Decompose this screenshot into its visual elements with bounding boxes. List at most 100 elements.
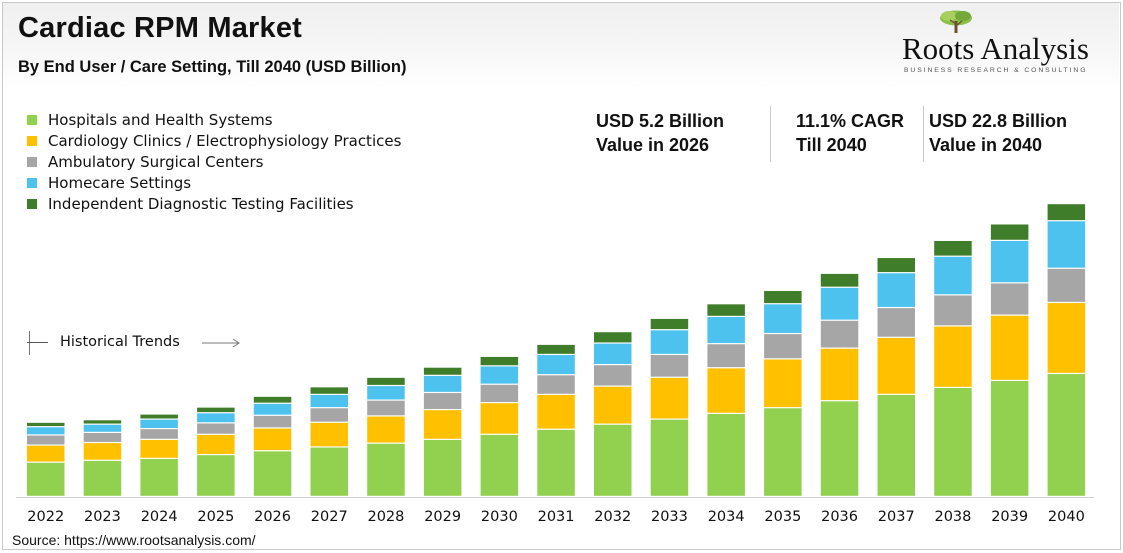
legend-item-independent-diagnostic: Independent Diagnostic Testing Facilitie… [27,193,401,214]
bar-segment-2031-s2 [537,375,575,394]
bar-segment-2028-s4 [367,377,405,385]
bar-segment-2023-s4 [83,420,122,424]
bar-segment-2037-s1 [877,337,915,394]
stat-caption: Till 2040 [796,135,867,155]
chart-legend: Hospitals and Health Systems Cardiology … [27,110,401,214]
legend-item-ambulatory-surgical: Ambulatory Surgical Centers [27,152,401,173]
legend-label: Cardiology Clinics / Electrophysiology P… [48,132,402,151]
x-tick-label: 2030 [481,509,518,525]
x-tick-label: 2025 [197,509,234,525]
bar-segment-2033-s1 [650,377,689,419]
chart-title: Cardiac RPM Market [18,12,303,44]
chart-subtitle: By End User / Care Setting, Till 2040 (U… [18,58,407,76]
logo-tagline: BUSINESS RESEARCH & CONSULTING [904,67,1088,74]
bar-segment-2036-s1 [820,348,859,401]
bar-segment-2023-s2 [83,432,122,442]
x-tick-label: 2029 [424,509,461,525]
bar-segment-2031-s0 [537,429,575,496]
bar-segment-2029-s4 [423,367,462,375]
bar-segment-2039-s0 [990,381,1029,496]
bar-segment-2026-s2 [253,415,292,428]
bar-segment-2036-s3 [820,287,859,320]
logo-text: Roots Analysis [902,31,1089,66]
bar-segment-2024-s0 [140,458,178,496]
x-tick-label: 2024 [141,509,178,525]
legend-label: Ambulatory Surgical Centers [48,152,264,171]
stat-value: USD 22.8 Billion [929,111,1068,131]
bar-segment-2039-s4 [990,224,1029,240]
bar-segment-2032-s2 [594,365,632,386]
bar-segment-2026-s1 [253,428,292,451]
historical-line [27,342,48,343]
stat-value: 11.1% CAGR [796,111,905,131]
bar-segment-2023-s1 [83,443,122,460]
bar-segment-2027-s3 [310,394,348,408]
bar-segment-2035-s4 [764,291,802,304]
bar-segment-2030-s1 [480,403,519,434]
bar-segment-2025-s2 [197,423,235,434]
x-tick-label: 2023 [84,509,121,525]
bar-segment-2033-s2 [650,355,689,377]
bar-segment-2028-s1 [367,416,405,443]
bar-segment-2026-s3 [253,403,292,415]
bar-segment-2023-s0 [83,460,122,496]
bar-segment-2034-s4 [707,304,745,316]
historical-trends-label: Historical Trends [60,334,180,350]
bar-segment-2039-s1 [990,315,1029,380]
bar-segment-2038-s0 [934,387,972,496]
bar-segment-2023-s3 [83,424,122,432]
stat-caption: Value in 2026 [596,135,710,155]
stat-divider [770,106,771,162]
bar-segment-2032-s1 [594,386,632,424]
bar-segment-2024-s1 [140,439,178,458]
bar-segment-2026-s0 [253,451,292,496]
bar-segment-2027-s4 [310,387,348,394]
bar-segment-2031-s3 [537,355,575,375]
bar-segment-2024-s4 [140,414,178,419]
stat-market-value-2026: USD 5.2 Billion Value in 2026 [596,109,724,157]
bar-segment-2033-s4 [650,318,689,330]
bar-segment-2033-s3 [650,330,689,354]
header-band [3,3,1119,88]
bar-segment-2029-s1 [423,410,462,439]
legend-swatch [27,177,37,188]
bar-segment-2037-s4 [877,258,915,273]
bar-segment-2035-s3 [764,304,802,333]
bar-segment-2038-s3 [934,256,972,295]
x-tick-label: 2035 [764,509,801,525]
bar-segment-2030-s0 [480,434,519,496]
bar-segment-2028-s3 [367,386,405,400]
bar-segment-2022-s0 [27,462,65,496]
bar-segment-2025-s1 [197,434,235,454]
legend-label: Homecare Settings [48,173,192,192]
roots-analysis-logo: Roots Analysis BUSINESS RESEARCH & CONSU… [902,10,1107,78]
bar-segment-2036-s2 [820,320,859,348]
bar-segment-2040-s3 [1047,221,1086,268]
x-tick-label: 2039 [991,509,1028,525]
x-tick-label: 2033 [651,509,688,525]
bar-segment-2040-s0 [1047,374,1086,496]
legend-swatch [27,156,37,167]
bar-segment-2034-s2 [707,344,745,368]
legend-item-hospitals: Hospitals and Health Systems [27,110,401,131]
x-tick-label: 2026 [254,509,291,525]
stat-divider [923,106,924,162]
x-tick-label: 2028 [367,509,404,525]
stat-cagr: 11.1% CAGR Till 2040 [796,109,904,157]
bar-segment-2038-s2 [934,295,972,326]
x-tick-label: 2022 [27,509,64,525]
legend-swatch [27,115,37,126]
x-tick-label: 2038 [934,509,971,525]
x-tick-label: 2036 [821,509,858,525]
bar-segment-2037-s2 [877,308,915,337]
bar-segment-2032-s0 [594,424,632,496]
bar-segment-2031-s4 [537,344,575,354]
bar-segment-2035-s0 [764,408,802,496]
bar-segment-2035-s1 [764,359,802,408]
bar-segment-2034-s1 [707,368,745,413]
x-tick-label: 2032 [594,509,631,525]
bar-segment-2025-s3 [197,413,235,423]
bar-segment-2032-s3 [594,343,632,364]
bar-segment-2030-s2 [480,384,519,402]
